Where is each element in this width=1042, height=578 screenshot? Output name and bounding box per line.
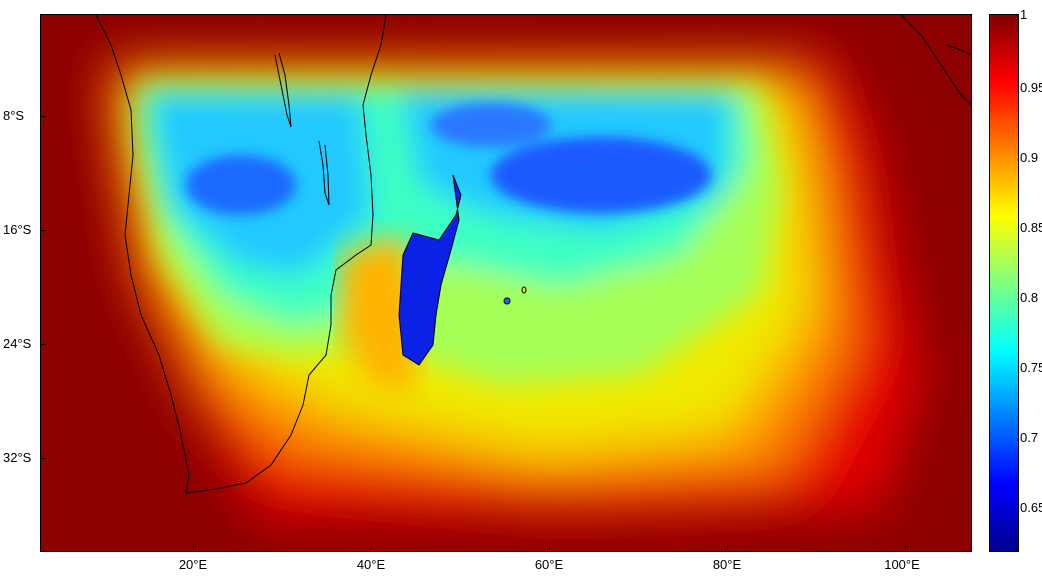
- colorbar-label-09: 0.9: [1020, 150, 1039, 165]
- madagascar-field: [398, 174, 462, 366]
- lat-label-32s: 32°S: [3, 450, 32, 465]
- lon-label-40e: 40°E: [356, 557, 386, 572]
- lat-label-8s: 8°S: [3, 108, 25, 123]
- reunion-island: [503, 297, 511, 305]
- lon-tick-80e: [727, 544, 728, 550]
- lat-tick-32s: [40, 458, 46, 459]
- coastline-africa-west: [95, 15, 190, 494]
- field-blue-core-north: [431, 103, 551, 147]
- lon-tick-100e: [905, 544, 906, 550]
- colorbar-label-065: 0.65: [1020, 500, 1042, 515]
- lat-tick-24s: [40, 344, 46, 345]
- lon-label-20e: 20°E: [178, 557, 208, 572]
- map-panel: [40, 14, 972, 552]
- coastline-sumatra: [900, 15, 971, 106]
- colorbar-label-075: 0.75: [1020, 360, 1042, 375]
- lat-tick-8s: [40, 116, 46, 117]
- colorbar-label-07: 0.7: [1020, 430, 1039, 445]
- field-blue-core-west: [186, 155, 296, 215]
- lake-tanganyika: [274, 52, 292, 128]
- lon-tick-20e: [193, 544, 194, 550]
- colorbar-label-08: 0.8: [1020, 290, 1039, 305]
- lake-nyasa: [318, 140, 330, 206]
- field-map: [41, 15, 971, 551]
- colorbar: [989, 14, 1019, 552]
- colorbar-label-095: 0.95: [1020, 80, 1042, 95]
- lon-label-60e: 60°E: [534, 557, 564, 572]
- mauritius-island: [521, 286, 527, 294]
- coastline-java: [945, 44, 971, 56]
- lon-tick-40e: [371, 544, 372, 550]
- colorbar-label-085: 0.85: [1020, 220, 1042, 235]
- coastline-africa-east: [185, 15, 387, 494]
- lat-label-16s: 16°S: [3, 222, 32, 237]
- lat-label-24s: 24°S: [3, 336, 32, 351]
- lon-label-100e: 100°E: [884, 557, 920, 572]
- lat-tick-16s: [40, 230, 46, 231]
- field-blue-core-east: [491, 137, 711, 213]
- lon-label-80e: 80°E: [712, 557, 742, 572]
- lon-tick-60e: [549, 544, 550, 550]
- colorbar-label-1: 1: [1020, 7, 1028, 22]
- field-orange-channel: [341, 235, 421, 395]
